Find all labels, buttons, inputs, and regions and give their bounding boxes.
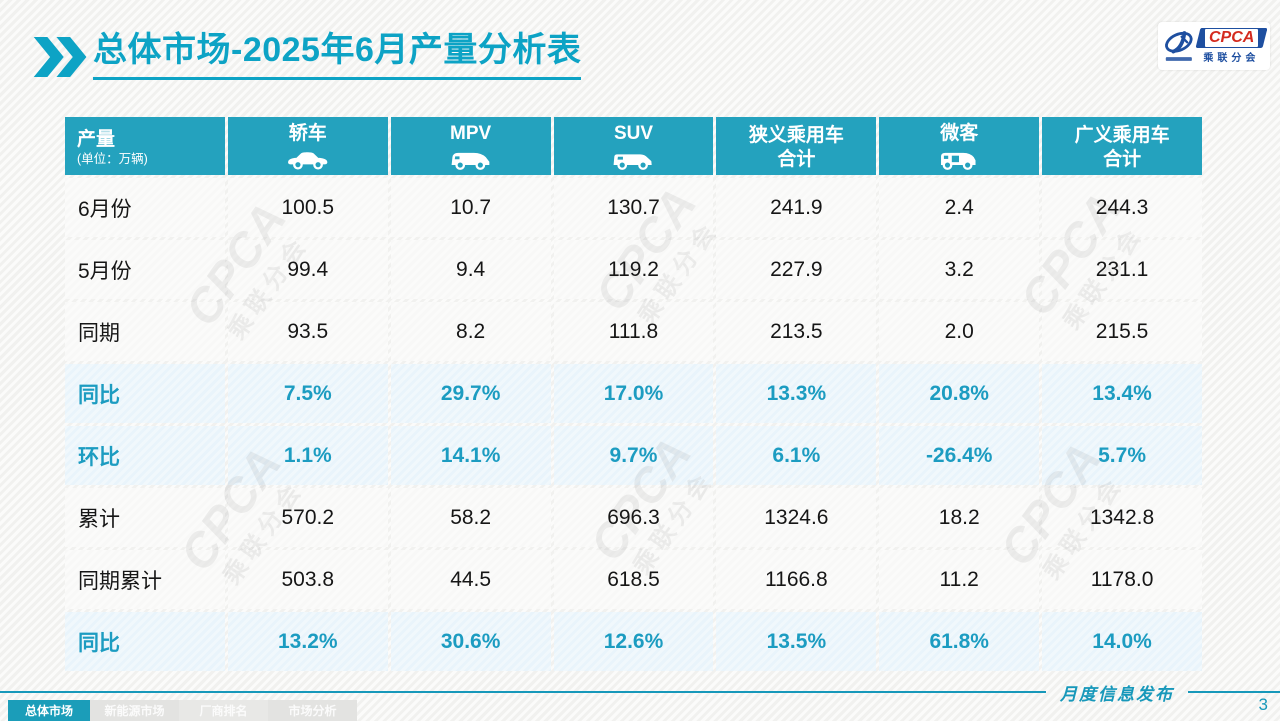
table-cell: 1.1%	[227, 426, 388, 485]
tab-nev-market[interactable]: 新能源市场	[90, 700, 179, 721]
table-cell: -26.4%	[879, 426, 1040, 485]
column-sublabel: 合计	[1103, 148, 1142, 170]
cpca-acronym: CPCA	[1204, 29, 1258, 47]
page-number: 3	[1258, 695, 1268, 714]
table-cell: 7.5%	[227, 364, 388, 423]
unit-sublabel: (单位：万辆)	[77, 152, 148, 167]
footer-divider: 月度信息发布	[0, 684, 1280, 704]
table-cell: 2.0	[879, 302, 1040, 361]
table-cell: 1178.0	[1042, 550, 1202, 609]
table-cell: 5.7%	[1042, 426, 1202, 485]
table-cell: 18.2	[879, 488, 1040, 547]
table-cell: 99.4	[227, 240, 388, 299]
column-label: 微客	[940, 123, 979, 145]
table-cell: 29.7%	[390, 364, 551, 423]
table-cell: 13.3%	[716, 364, 877, 423]
table-cell: 1166.8	[716, 550, 877, 609]
table-cell: 12.6%	[553, 612, 714, 671]
column-header-sedan: 轿车	[227, 117, 388, 175]
microvan-icon	[941, 152, 976, 170]
tab-market-analysis[interactable]: 市场分析	[268, 700, 357, 721]
column-sublabel: 合计	[777, 148, 816, 170]
tab-overall-market[interactable]: 总体市场	[8, 700, 90, 721]
mpv-icon	[451, 152, 489, 170]
column-header-mpv: MPV	[390, 117, 551, 175]
table-cell: 231.1	[1042, 240, 1202, 299]
footer-tabbar: 总体市场 新能源市场 厂商排名 市场分析	[8, 700, 357, 721]
row-label: 同期	[65, 302, 225, 361]
column-label: 轿车	[288, 123, 327, 145]
column-header-suv: SUV	[553, 117, 714, 175]
cpca-banner: CPCA	[1195, 28, 1268, 48]
footer-note: 月度信息发布	[1060, 684, 1174, 704]
table-cell: 93.5	[227, 302, 388, 361]
table-cell: 1324.6	[716, 488, 877, 547]
table-cell: 213.5	[716, 302, 877, 361]
table-cell: 14.1%	[390, 426, 551, 485]
cpca-logo: CPCA 乘联分会	[1158, 22, 1270, 70]
table-cell: 17.0%	[553, 364, 714, 423]
column-header-unit: 产量 (单位：万辆)	[65, 117, 225, 175]
column-label: SUV	[613, 123, 654, 145]
table-cell: 2.4	[879, 178, 1040, 237]
row-label: 同比	[65, 612, 225, 671]
footer-line-left	[0, 691, 1046, 693]
table-cell: 227.9	[716, 240, 877, 299]
tab-manufacturer-ranking[interactable]: 厂商排名	[179, 700, 268, 721]
suv-icon	[614, 154, 653, 170]
table-cell: 44.5	[390, 550, 551, 609]
column-label: MPV	[450, 123, 492, 145]
table-cell: 130.7	[553, 178, 714, 237]
table-cell: 9.7%	[553, 426, 714, 485]
title-chevron-icon	[33, 37, 87, 77]
sedan-icon	[287, 151, 328, 170]
table-cell: 570.2	[227, 488, 388, 547]
column-label: 狭义乘用车	[748, 125, 844, 147]
table-cell: 618.5	[553, 550, 714, 609]
table-cell: 3.2	[879, 240, 1040, 299]
column-header-microvan: 微客	[879, 117, 1040, 175]
footer-line-right	[1188, 691, 1280, 693]
table-cell: 119.2	[553, 240, 714, 299]
table-cell: 30.6%	[390, 612, 551, 671]
table-cell: 14.0%	[1042, 612, 1202, 671]
column-header-broad-pv: 广义乘用车 合计	[1042, 117, 1202, 175]
page-title: 总体市场-2025年6月产量分析表	[93, 30, 582, 80]
table-cell: 10.7	[390, 178, 551, 237]
row-label: 环比	[65, 426, 225, 485]
table-cell: 13.2%	[227, 612, 388, 671]
table-cell: 58.2	[390, 488, 551, 547]
row-label: 6月份	[65, 178, 225, 237]
cpca-swirl-icon	[1165, 31, 1193, 61]
column-header-narrow-pv: 狭义乘用车 合计	[716, 117, 877, 175]
row-label: 累计	[65, 488, 225, 547]
table-cell: 111.8	[553, 302, 714, 361]
table-cell: 61.8%	[879, 612, 1040, 671]
table-cell: 100.5	[227, 178, 388, 237]
table-cell: 20.8%	[879, 364, 1040, 423]
production-table: 产量 (单位：万辆) 轿车 MPV	[65, 117, 1202, 671]
cpca-name: 乘联分会	[1203, 53, 1260, 64]
table-cell: 241.9	[716, 178, 877, 237]
row-label: 同比	[65, 364, 225, 423]
table-cell: 1342.8	[1042, 488, 1202, 547]
table-cell: 9.4	[390, 240, 551, 299]
table-cell: 503.8	[227, 550, 388, 609]
table-cell: 8.2	[390, 302, 551, 361]
table-cell: 11.2	[879, 550, 1040, 609]
table-cell: 696.3	[553, 488, 714, 547]
row-label: 5月份	[65, 240, 225, 299]
column-label: 广义乘用车	[1074, 125, 1170, 147]
table-cell: 244.3	[1042, 178, 1202, 237]
table-cell: 13.4%	[1042, 364, 1202, 423]
row-label: 同期累计	[65, 550, 225, 609]
table-cell: 6.1%	[716, 426, 877, 485]
table-cell: 13.5%	[716, 612, 877, 671]
unit-label: 产量	[77, 128, 116, 150]
table-cell: 215.5	[1042, 302, 1202, 361]
